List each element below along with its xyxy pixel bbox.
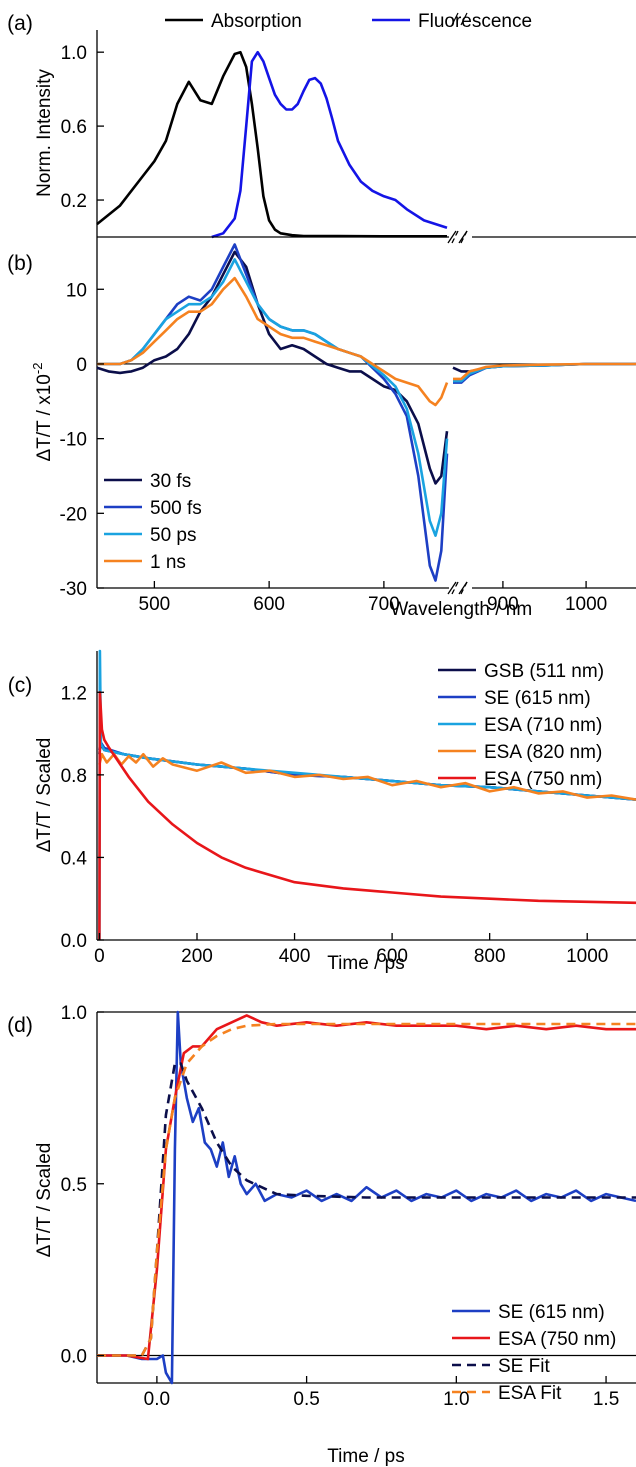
series-line-1 [96,250,449,485]
y-tick-label: 0.8 [61,766,87,787]
y-tick-label: 0.6 [61,117,87,138]
axis-break-mark [451,12,459,26]
series-line-1 [96,50,447,238]
legend-label: SE Fit [498,1356,550,1377]
panel-label: (c) [8,674,33,697]
legend-label: ESA (820 nm) [484,742,602,763]
axis-break-mark [447,230,457,244]
legend-label: Absorption [211,11,302,32]
series-line-3 [97,258,449,537]
x-tick-label: 1000 [566,946,608,967]
series-line-4 [97,276,449,407]
y-tick-label: 1.2 [61,683,87,704]
x-tick-label: 700 [368,594,400,615]
x-tick-label: 0 [94,946,105,967]
x-axis-label: Wavelength / nm [390,599,532,620]
axis-break-mark [447,581,457,595]
y-tick-label: 1.0 [61,43,87,64]
legend-label: GSB (511 nm) [484,661,604,682]
legend-label: ESA (750 nm) [498,1329,616,1350]
x-tick-label: 600 [376,946,408,967]
y-tick-label: 0.4 [61,848,88,869]
legend-label: SE (615 nm) [484,688,591,709]
y-tick-label: 10 [66,280,87,301]
x-tick-label: 600 [253,594,285,615]
legend-label: Fluorescence [418,11,532,32]
legend-label: ESA (750 nm) [484,769,602,790]
x-axis-label: Time / ps [327,953,404,974]
y-tick-label: -30 [60,579,87,600]
legend-label: ESA Fit [498,1383,562,1404]
x-tick-label: 200 [181,946,213,967]
y-tick-label: 0.0 [61,1347,87,1368]
legend-label: 50 ps [150,525,196,546]
panel-label: (d) [7,1014,33,1037]
y-axis-label: ΔT/T / x10-2 [30,363,55,462]
series-line-5 [98,691,636,941]
x-tick-label: 900 [487,594,519,615]
y-tick-label: -10 [60,430,87,451]
x-tick-label: 0.0 [144,1389,170,1410]
x-tick-label: 500 [139,594,171,615]
series-line-2 [211,50,448,239]
panel-label: (b) [7,252,33,275]
series-line-3-b [453,362,636,383]
legend-label: 500 fs [150,498,202,519]
axis-break-mark [458,581,468,595]
y-tick-label: 0.0 [61,931,87,952]
axis-break-mark [458,230,468,244]
y-axis-label: Norm. Intensity [34,69,55,197]
x-tick-label: 1000 [565,594,607,615]
y-axis-label: ΔT/T / Scaled [34,738,55,853]
legend-label: SE (615 nm) [498,1302,605,1323]
y-tick-label: 1.0 [61,1003,87,1024]
x-tick-label: 400 [279,946,311,967]
x-tick-label: 1.5 [593,1389,619,1410]
legend-label: 1 ns [150,552,186,573]
legend-label: ESA (710 nm) [484,715,602,736]
x-tick-label: 1.0 [443,1389,469,1410]
series-line-1 [97,1010,636,1385]
y-axis-label: ΔT/T / Scaled [34,1143,55,1258]
axis-break-mark [460,12,468,26]
legend-label: 30 fs [150,471,191,492]
x-tick-label: 0.5 [293,1389,319,1410]
y-tick-label: -20 [60,504,87,525]
y-tick-label: 0.2 [61,191,87,212]
series-line-4 [98,752,636,801]
series-line-4 [97,1022,636,1357]
x-axis-label: Time / ps [327,1446,404,1467]
series-line-4-b [453,362,636,381]
y-tick-label: 0.5 [61,1175,87,1196]
y-tick-label: 0 [76,355,87,376]
panel-label: (a) [7,12,33,35]
x-tick-label: 800 [474,946,506,967]
